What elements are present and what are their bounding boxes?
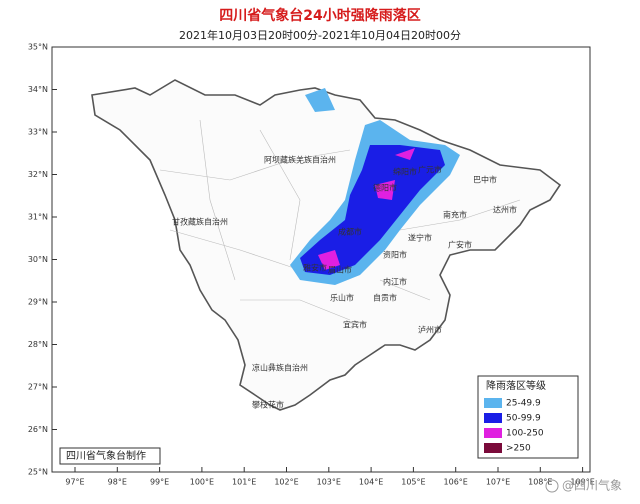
lon-tick-label: 109°E xyxy=(570,478,594,487)
lat-tick-label: 32°N xyxy=(28,170,48,179)
lon-tick-label: 105°E xyxy=(401,478,425,487)
title: 四川省气象台24小时强降雨落区 xyxy=(219,7,420,24)
lat-tick-label: 30°N xyxy=(28,255,48,264)
place-label: 攀枝花市 xyxy=(252,400,284,410)
axis-ticks: 35°N 34°N 33°N 32°N 31°N 30°N 29°N 28°N 27°N 26°N… xyxy=(28,43,595,487)
lon-tick-label: 106°E xyxy=(444,478,468,487)
rain-area xyxy=(318,250,340,270)
place-label: 乐山市 xyxy=(330,293,354,303)
place-label: 内江市 xyxy=(383,277,407,287)
lon-tick-label: 107°E xyxy=(486,478,510,487)
place-label: 阿坝藏族羌族自治州 xyxy=(264,155,336,165)
lon-tick-label: 102°E xyxy=(274,478,298,487)
legend-swatch xyxy=(484,428,502,438)
legend-label: 50-99.9 xyxy=(506,414,541,424)
place-label: 遂宁市 xyxy=(408,233,432,243)
credit: 四川省气象台制作 xyxy=(66,449,146,462)
lon-tick-label: 97°E xyxy=(65,478,84,487)
place-label: 成都市 xyxy=(338,227,362,237)
county-borders xyxy=(159,119,521,321)
legend-label: >250 xyxy=(506,444,531,454)
place-label: 广安市 xyxy=(448,240,472,250)
lat-tick-label: 25°N xyxy=(28,468,48,477)
place-label: 雅安市 xyxy=(303,263,327,273)
weibo-icon xyxy=(545,479,559,493)
lat-tick-label: 27°N xyxy=(28,383,48,392)
lon-tick-label: 104°E xyxy=(359,478,383,487)
place-label: 德阳市 xyxy=(373,183,397,193)
place-label: 巴中市 xyxy=(473,175,497,185)
rain-area xyxy=(300,145,445,275)
lon-tick-label: 100°E xyxy=(190,478,214,487)
lon-tick-label: 108°E xyxy=(528,478,552,487)
rain-area xyxy=(395,148,415,160)
legend-label: 100-250 xyxy=(506,429,544,439)
legend-swatch xyxy=(484,398,502,408)
legend-title: 降雨落区等级 xyxy=(486,379,546,392)
credit-box xyxy=(59,447,161,465)
lat-tick-label: 29°N xyxy=(28,298,48,307)
place-label: 凉山彝族自治州 xyxy=(252,363,308,373)
legend-label: 25-49.9 xyxy=(506,399,541,409)
place-label: 达州市 xyxy=(493,205,517,215)
lat-tick-label: 28°N xyxy=(28,340,48,349)
rain-areas xyxy=(290,88,460,285)
lat-tick-label: 26°N xyxy=(28,425,48,434)
watermark: @四川气象 xyxy=(562,478,622,493)
place-label: 资阳市 xyxy=(383,250,407,260)
place-label: 宜宾市 xyxy=(343,320,367,330)
lat-tick-label: 33°N xyxy=(28,128,48,137)
place-label: 南充市 xyxy=(443,210,467,220)
legend-swatch xyxy=(484,413,502,423)
rain-area xyxy=(305,88,335,112)
lon-tick-label: 99°E xyxy=(150,478,169,487)
place-label: 广元市 xyxy=(418,165,442,175)
lon-tick-label: 101°E xyxy=(232,478,256,487)
place-label: 泸州市 xyxy=(418,325,442,335)
place-label: 绵阳市 xyxy=(393,167,417,177)
lon-tick-label: 98°E xyxy=(108,478,127,487)
lat-tick-label: 31°N xyxy=(28,213,48,222)
place-label: 自贡市 xyxy=(373,293,397,303)
lat-tick-label: 35°N xyxy=(28,43,48,52)
legend-items: 25-49.9 50-99.9 100-250 >250 xyxy=(484,398,544,454)
place-label: 甘孜藏族自治州 xyxy=(172,217,228,227)
lat-tick-label: 34°N xyxy=(28,85,48,94)
legend-swatch xyxy=(484,443,502,453)
subtitle: 2021年10月03日20时00分-2021年10月04日20时00分 xyxy=(179,28,461,42)
place-label: 眉山市 xyxy=(328,265,352,275)
lon-tick-label: 103°E xyxy=(317,478,341,487)
rain-area xyxy=(375,180,395,200)
